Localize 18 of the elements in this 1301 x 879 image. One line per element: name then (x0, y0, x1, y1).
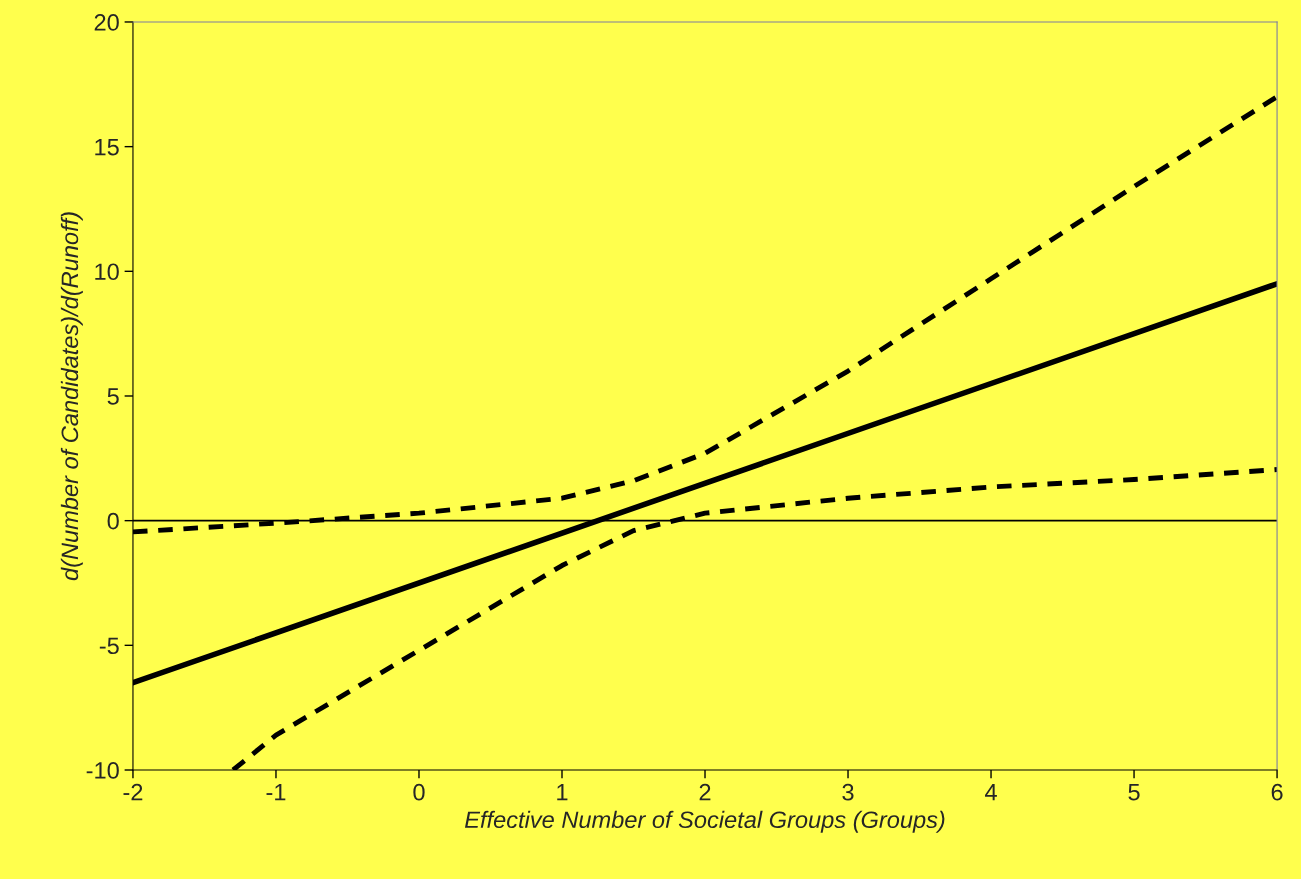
x-tick-label: 4 (985, 784, 997, 801)
x-tick-label: 5 (1128, 784, 1140, 801)
x-tick-label: 1 (557, 784, 568, 801)
y-tick-label: 15 (95, 138, 119, 156)
x-tick-label: 6 (1271, 783, 1283, 801)
x-tick-label: -1 (266, 784, 286, 801)
y-tick-label: 0 (107, 512, 119, 530)
x-tick-label: 3 (842, 783, 854, 801)
y-tick-label: 5 (107, 388, 119, 405)
x-tick-label: -2 (123, 783, 143, 801)
x-axis-title: Effective Number of Societal Groups (Groups) (464, 810, 945, 833)
y-tick-label: 10 (95, 263, 119, 281)
x-tick-label: 2 (699, 783, 711, 801)
y-tick-label: 20 (94, 14, 119, 31)
y-axis-title: d(Number of Candidates)/d(Runoff) (60, 212, 83, 581)
y-tick-label: -10 (86, 762, 119, 779)
y-tick-label: -5 (99, 637, 119, 655)
x-tick-label: 0 (413, 783, 425, 801)
